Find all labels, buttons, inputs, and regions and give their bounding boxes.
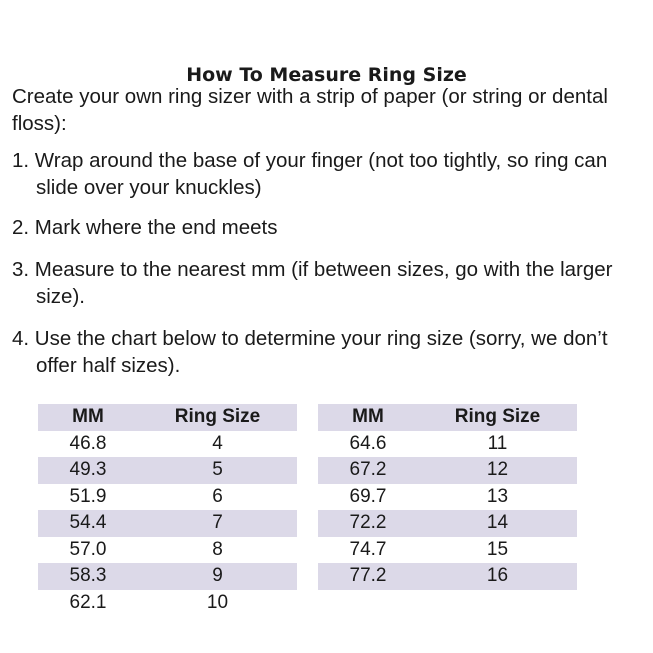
page-title: How To Measure Ring Size [186,64,467,86]
ring-size-cell: 11 [487,432,508,454]
table-row: 72.2 14 [318,510,577,537]
header-cell: MM [72,406,104,428]
size-table-left: MM Ring Size 46.8 4 49.3 5 51.9 6 54.4 7 57.0 8 58.3… [38,404,297,616]
table-row: 62.1 10 [38,590,297,617]
table-header: MM Ring Size [38,404,297,431]
ring-size-cell: 10 [206,591,229,613]
ring-size-cell: 15 [486,538,509,560]
header-cell: Ring Size [174,406,261,428]
ring-size-cell: 16 [486,565,509,587]
mm-cell: 74.7 [349,538,387,560]
ring-size-cell: 4 [212,432,223,454]
mm-cell: 64.6 [349,432,387,454]
ring-size-cell: 14 [486,512,509,534]
step-3: 3. Measure to the nearest mm (if between… [12,258,613,308]
mm-cell: 54.4 [69,512,107,534]
mm-cell: 69.7 [349,485,387,507]
mm-cell: 77.2 [349,565,387,587]
step-1: 1. Wrap around the base of your finger (… [12,149,608,199]
mm-cell: 49.3 [69,459,107,481]
step-4: 4. Use the chart below to determine your… [12,327,608,377]
intro-text: Create your own ring sizer with a strip … [12,85,608,135]
table-row: 46.8 4 [38,431,297,458]
table-row: 67.2 12 [318,457,577,484]
table-row: 49.3 5 [38,457,297,484]
table-row: 69.7 13 [318,484,577,511]
table-row: 74.7 15 [318,537,577,564]
ring-size-cell: 12 [486,459,509,481]
ring-size-cell: 7 [212,512,223,534]
ring-size-cell: 9 [212,565,223,587]
size-table-right: MM Ring Size 64.6 11 67.2 12 69.7 13 72.2 14 74.7 1… [318,404,577,590]
ring-size-cell: 5 [212,459,223,481]
table-header: MM Ring Size [318,404,577,431]
header-cell: MM [352,406,384,428]
ring-size-cell: 8 [212,538,223,560]
mm-cell: 72.2 [349,512,387,534]
table-row: 64.6 11 [318,431,577,458]
mm-cell: 46.8 [69,432,107,454]
table-row: 54.4 7 [38,510,297,537]
mm-cell: 51.9 [69,485,107,507]
mm-cell: 62.1 [69,591,107,613]
table-row: 58.3 9 [38,563,297,590]
mm-cell: 57.0 [69,538,107,560]
ring-size-cell: 6 [212,485,223,507]
table-row: 77.2 16 [318,563,577,590]
mm-cell: 67.2 [349,459,387,481]
step-2: 2. Mark where the end meets [12,216,278,239]
ring-size-cell: 13 [486,485,509,507]
mm-cell: 58.3 [69,565,107,587]
header-cell: Ring Size [454,406,541,428]
table-row: 57.0 8 [38,537,297,564]
table-row: 51.9 6 [38,484,297,511]
